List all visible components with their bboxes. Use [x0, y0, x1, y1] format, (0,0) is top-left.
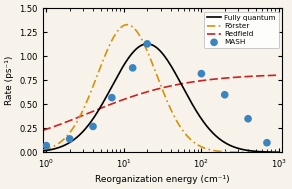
- Förster: [277, 151, 281, 153]
- Förster: [148, 57, 152, 59]
- MASH: [110, 96, 114, 99]
- MASH: [67, 137, 72, 140]
- Redfield: [83, 114, 86, 116]
- Förster: [102, 58, 105, 60]
- MASH: [246, 117, 251, 120]
- Fully quantum: [41, 150, 44, 152]
- Redfield: [102, 106, 105, 108]
- Fully quantum: [199, 117, 203, 119]
- MASH: [44, 144, 49, 147]
- Redfield: [180, 83, 184, 85]
- Redfield: [219, 77, 222, 80]
- Redfield: [41, 129, 44, 132]
- MASH: [130, 66, 135, 69]
- MASH: [223, 93, 227, 96]
- Y-axis label: Rate (ps⁻¹): Rate (ps⁻¹): [5, 56, 14, 105]
- Förster: [199, 146, 203, 148]
- MASH: [265, 141, 269, 144]
- Fully quantum: [148, 43, 152, 45]
- Legend: Fully quantum, Förster, Redfield, MASH: Fully quantum, Förster, Redfield, MASH: [204, 12, 279, 48]
- Fully quantum: [180, 85, 184, 87]
- MASH: [91, 125, 95, 128]
- MASH: [145, 42, 150, 45]
- Line: Fully quantum: Fully quantum: [43, 44, 279, 152]
- Förster: [125, 24, 129, 26]
- Redfield: [199, 80, 202, 82]
- Förster: [41, 149, 44, 151]
- Fully quantum: [83, 129, 86, 131]
- Förster: [219, 150, 223, 153]
- Förster: [180, 129, 184, 131]
- Förster: [83, 105, 86, 108]
- Line: Redfield: Redfield: [43, 75, 279, 130]
- Fully quantum: [277, 151, 281, 153]
- Line: Förster: Förster: [43, 25, 279, 152]
- Fully quantum: [102, 101, 105, 103]
- Fully quantum: [145, 43, 149, 45]
- X-axis label: Reorganization energy (cm⁻¹): Reorganization energy (cm⁻¹): [95, 175, 230, 184]
- MASH: [199, 72, 204, 75]
- Redfield: [148, 90, 151, 92]
- Redfield: [277, 74, 281, 76]
- Fully quantum: [219, 139, 223, 141]
